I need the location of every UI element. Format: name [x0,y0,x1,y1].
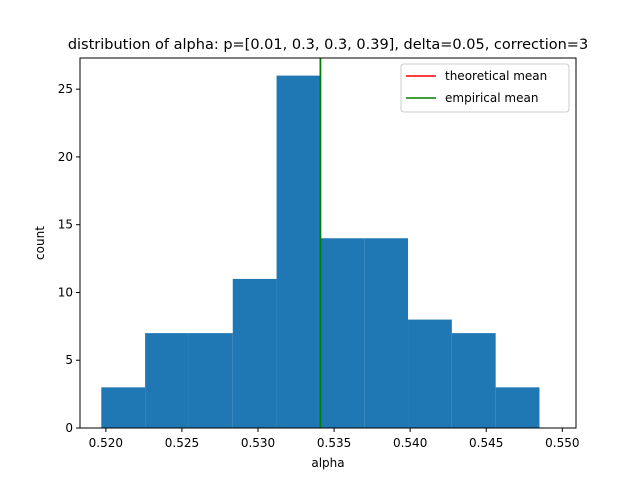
histogram-bar [495,387,540,428]
histogram-bar [451,333,496,428]
x-tick-label: 0.535 [317,436,351,450]
x-tick-label: 0.520 [89,436,123,450]
x-axis-label: alpha [311,456,344,470]
y-axis-ticks: 0 5 10 15 20 25 [58,82,80,435]
y-tick-label: 0 [65,421,73,435]
plot-frame [79,57,577,429]
histogram-bar [364,238,409,428]
x-tick-label: 0.550 [545,436,579,450]
x-tick-label: 0.545 [469,436,503,450]
legend-label-theoretical-mean: theoretical mean [445,69,547,83]
legend-label-empirical-mean: empirical mean [445,91,538,105]
chart-title: distribution of alpha: p=[0.01, 0.3, 0.3… [68,37,588,53]
x-tick-label: 0.525 [165,436,199,450]
legend-box [400,63,570,113]
y-tick-label: 20 [58,150,73,164]
x-tick-label: 0.530 [241,436,275,450]
histogram-bar [320,238,365,428]
histogram-bar [101,387,146,428]
x-axis-ticks: 0.520 0.525 0.530 0.535 0.540 0.545 0.550 [89,428,579,450]
y-tick-label: 15 [58,218,73,232]
y-tick-label: 25 [58,82,73,96]
histogram-bar [145,333,189,428]
histogram-bar [408,319,452,428]
histogram-bar [188,333,233,428]
histogram-bar [232,278,277,428]
histogram-bar [276,75,321,428]
x-tick-label: 0.540 [393,436,427,450]
legend: theoretical mean empirical mean [400,63,570,113]
y-tick-label: 10 [58,285,73,299]
y-axis-label: count [33,226,47,260]
bars-group [101,75,540,428]
y-tick-label: 5 [65,353,73,367]
